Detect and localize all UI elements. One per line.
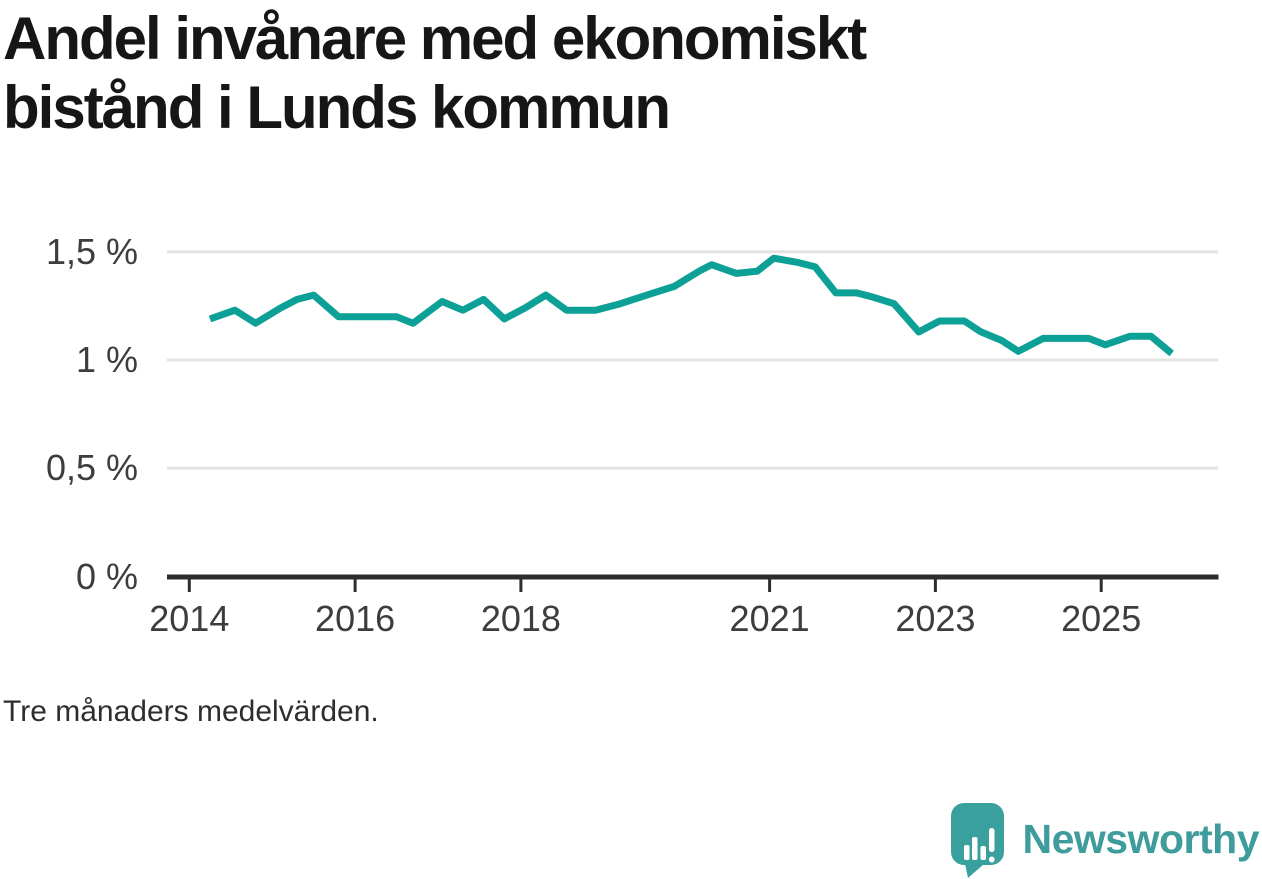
gridlines [167, 250, 1218, 470]
y-tick-label: 0,5 % [45, 447, 138, 489]
newsworthy-wordmark: Newsworthy [1022, 816, 1260, 862]
y-tick-label: 1,5 % [45, 230, 138, 272]
x-tick-label: 2021 [729, 598, 810, 639]
x-tick-label: 2023 [895, 598, 976, 639]
data-series [208, 254, 1174, 357]
chart-footnote: Tre månaders medelvärden. [3, 695, 379, 728]
x-tick-label: 2025 [1061, 598, 1142, 639]
y-tick-label: 0 % [75, 555, 138, 597]
x-tick-label: 2018 [480, 598, 561, 639]
x-tick-label: 2014 [149, 598, 230, 639]
x-tick-label: 2016 [315, 598, 396, 639]
x-axis [167, 574, 1219, 592]
chart-title-line2: bistånd i Lunds kommun [3, 74, 671, 141]
data-line [208, 254, 1174, 357]
chart-title: Andel invånare med ekonomiskt bistånd i L… [3, 4, 867, 142]
y-tick-label: 1 % [75, 339, 138, 380]
newsworthy-speech-bubble-chart-icon [950, 803, 1004, 878]
newsworthy-logo: Newsworthy [950, 801, 1260, 879]
chart-title-line1: Andel invånare med ekonomiskt [3, 5, 867, 72]
